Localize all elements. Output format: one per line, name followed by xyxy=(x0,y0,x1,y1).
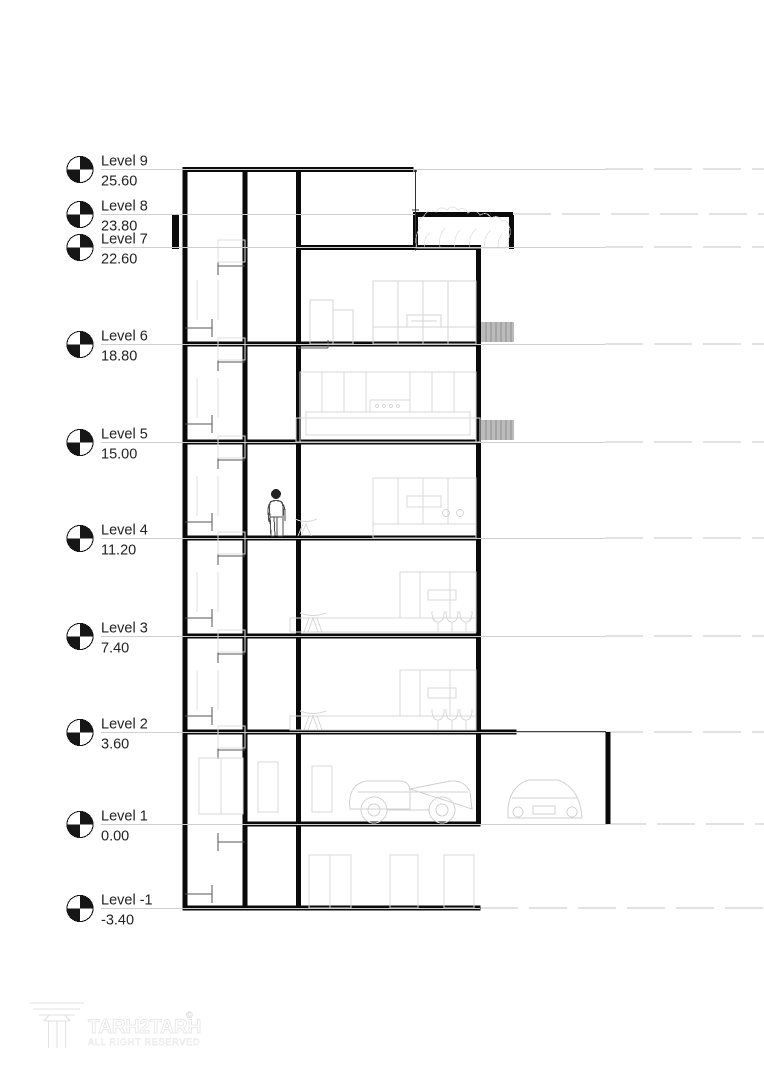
svg-text:25.60: 25.60 xyxy=(101,174,137,190)
svg-text:0.00: 0.00 xyxy=(101,829,129,845)
svg-text:Level 8: Level 8 xyxy=(101,199,148,215)
svg-text:Level 7: Level 7 xyxy=(101,232,148,248)
svg-text:TARH2TARH: TARH2TARH xyxy=(88,1017,201,1038)
svg-text:Level 6: Level 6 xyxy=(101,329,148,345)
svg-text:ALL RIGHT RESERVED: ALL RIGHT RESERVED xyxy=(88,1037,200,1047)
svg-text:Level 2: Level 2 xyxy=(101,717,148,733)
svg-text:3.60: 3.60 xyxy=(101,737,129,753)
svg-text:Level -1: Level -1 xyxy=(101,893,153,909)
svg-text:Level 1: Level 1 xyxy=(101,809,148,825)
svg-text:18.80: 18.80 xyxy=(101,349,137,365)
svg-text:15.00: 15.00 xyxy=(101,447,137,463)
svg-text:Level 5: Level 5 xyxy=(101,427,148,443)
svg-text:©: © xyxy=(186,1010,193,1020)
svg-text:22.60: 22.60 xyxy=(101,252,137,268)
svg-text:Level 3: Level 3 xyxy=(101,621,148,637)
svg-text:-3.40: -3.40 xyxy=(101,913,134,929)
svg-text:Level 4: Level 4 xyxy=(101,523,148,539)
svg-text:11.20: 11.20 xyxy=(101,543,136,559)
svg-text:7.40: 7.40 xyxy=(101,641,129,657)
svg-text:Level 9: Level 9 xyxy=(101,154,148,170)
